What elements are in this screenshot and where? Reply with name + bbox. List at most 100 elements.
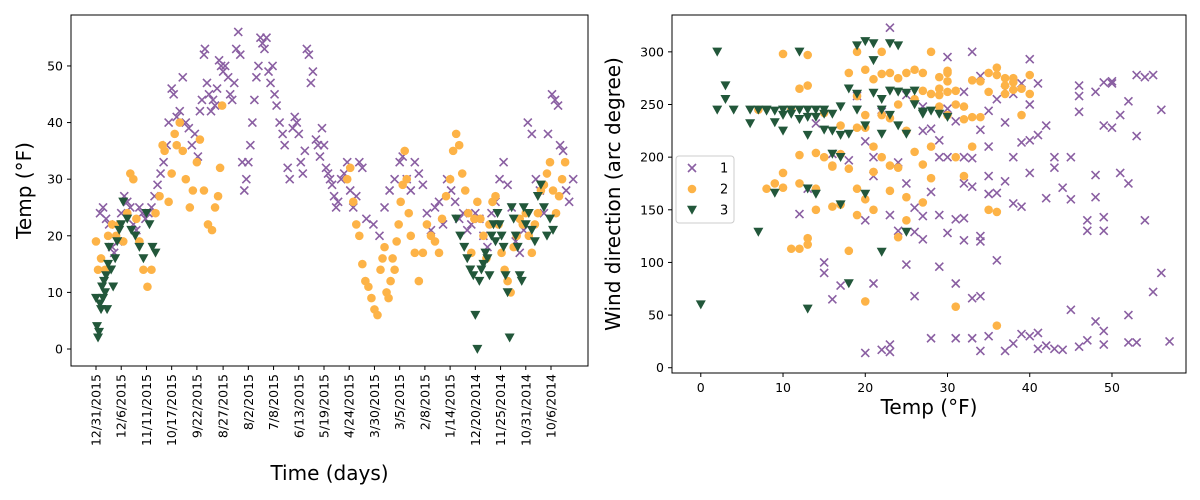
right-series-2-point bbox=[1000, 73, 1010, 83]
right-series-3-point bbox=[893, 87, 904, 97]
right-series-1-point bbox=[844, 155, 854, 165]
right-series-3-point bbox=[720, 95, 731, 105]
right-series-1-point bbox=[893, 226, 903, 236]
right-series-1-point bbox=[975, 231, 985, 241]
left-series-2-point bbox=[460, 186, 470, 195]
right-series-1-point bbox=[934, 210, 944, 220]
right-series-3-point bbox=[835, 152, 846, 162]
right-series-1-point bbox=[1099, 340, 1109, 350]
left-series-3-point bbox=[506, 203, 517, 213]
right-series-1-point bbox=[1082, 226, 1092, 236]
right-series-3-point bbox=[909, 100, 920, 110]
right-series-1-point bbox=[910, 291, 920, 301]
right-series-3-point bbox=[753, 105, 764, 115]
left-series-3-point bbox=[478, 259, 489, 269]
right-series-1-point bbox=[868, 278, 879, 289]
left-series-1-point bbox=[243, 157, 253, 167]
left-series-1-point bbox=[175, 106, 185, 116]
left-series-2-point bbox=[378, 254, 387, 263]
right-series-1-point bbox=[975, 125, 985, 135]
left-series-1-point bbox=[499, 157, 509, 167]
right-y-tick-label: 50 bbox=[648, 308, 664, 323]
right-series-3-point bbox=[901, 227, 912, 237]
left-series-2-point bbox=[463, 208, 473, 218]
left-series-1-point bbox=[267, 61, 278, 71]
right-series-2-point bbox=[803, 233, 812, 243]
left-series-2-point bbox=[418, 248, 428, 258]
left-series-1-point bbox=[315, 151, 325, 162]
left-series-2-point bbox=[390, 265, 399, 275]
left-x-tick-label: 8/27/2015 bbox=[216, 374, 231, 438]
right-series-2-point bbox=[967, 75, 977, 85]
right-series-1-point bbox=[1041, 193, 1051, 203]
left-series-1-point bbox=[206, 106, 216, 116]
right-series-3-point bbox=[819, 125, 830, 135]
left-x-tick-label: 8/2/2015 bbox=[241, 374, 256, 430]
right-series-1-point bbox=[934, 262, 944, 272]
left-series-3-point bbox=[544, 214, 555, 224]
right-series-1-point bbox=[1025, 99, 1035, 110]
left-series-1-point bbox=[306, 78, 316, 88]
right-series-1-point bbox=[1000, 176, 1010, 186]
left-y-axis-label: Temp (°F) bbox=[12, 142, 36, 240]
left-series-1-point bbox=[406, 185, 416, 196]
left-series-3-point bbox=[112, 237, 123, 247]
right-series-3-point bbox=[728, 105, 739, 115]
left-series-2-point bbox=[451, 129, 461, 139]
left-series-3-point bbox=[455, 231, 466, 241]
right-series-3-point bbox=[860, 121, 871, 131]
right-series-3-point bbox=[827, 109, 838, 119]
right-y-tick-label: 0 bbox=[656, 360, 664, 375]
left-series-1-point bbox=[379, 202, 390, 213]
left-series-1-point bbox=[283, 163, 293, 173]
left-series-3-point bbox=[138, 254, 149, 264]
left-series-1-point bbox=[323, 168, 333, 179]
right-series-1-point bbox=[1140, 72, 1150, 82]
right-series-1-point bbox=[1066, 152, 1076, 162]
left-series-1-point bbox=[292, 117, 302, 128]
right-series-3-point bbox=[876, 95, 887, 105]
right-x-tick-label: 20 bbox=[857, 380, 873, 395]
left-series-3-point bbox=[102, 305, 113, 315]
right-series-1-point bbox=[1099, 120, 1109, 131]
left-series-3-point bbox=[144, 220, 155, 230]
left-series-1-point bbox=[178, 72, 188, 82]
right-series-3-point bbox=[745, 105, 756, 115]
right-series-1-point bbox=[901, 259, 911, 270]
left-series-1-point bbox=[101, 214, 111, 224]
left-series-1-point bbox=[167, 84, 177, 94]
right-series-2-point bbox=[910, 65, 919, 75]
left-series-1-point bbox=[229, 78, 239, 88]
right-series-2-point bbox=[803, 50, 812, 60]
left-series-1-point bbox=[259, 44, 270, 54]
left-x-tick-label: 3/30/2015 bbox=[367, 374, 382, 438]
legend-label-3: 3 bbox=[720, 204, 728, 219]
left-y-tick-label: 40 bbox=[47, 115, 63, 130]
right-series-2-point bbox=[893, 100, 903, 109]
left-series-1-point bbox=[225, 89, 235, 99]
right-x-tick-label: 30 bbox=[940, 380, 956, 395]
left-series-3-point bbox=[465, 265, 476, 275]
left-x-tick-label: 6/13/2015 bbox=[291, 374, 306, 438]
right-series-2-point bbox=[992, 70, 1002, 80]
right-series-2-point bbox=[877, 110, 887, 120]
left-series-3-point bbox=[490, 237, 501, 247]
right-series-3-point bbox=[868, 56, 879, 66]
left-series-2-point bbox=[96, 254, 106, 263]
right-series-2-point bbox=[869, 167, 878, 177]
right-series-2-point bbox=[860, 110, 870, 120]
left-series-1-point bbox=[220, 61, 230, 71]
right-series-1-point bbox=[1025, 331, 1035, 341]
right-series-2-point bbox=[811, 205, 821, 215]
left-series-1-point bbox=[368, 219, 379, 230]
left-series-1-point bbox=[308, 67, 318, 77]
right-series-3-point bbox=[769, 118, 780, 128]
left-series-2-point bbox=[188, 186, 198, 195]
right-series-1-point bbox=[1156, 105, 1166, 115]
left-series-1-point bbox=[265, 78, 276, 88]
right-series-1-point bbox=[1033, 130, 1043, 140]
right-series-1-point bbox=[1132, 131, 1142, 141]
right-series-1-point bbox=[1082, 215, 1092, 225]
right-series-2-point bbox=[877, 47, 887, 57]
